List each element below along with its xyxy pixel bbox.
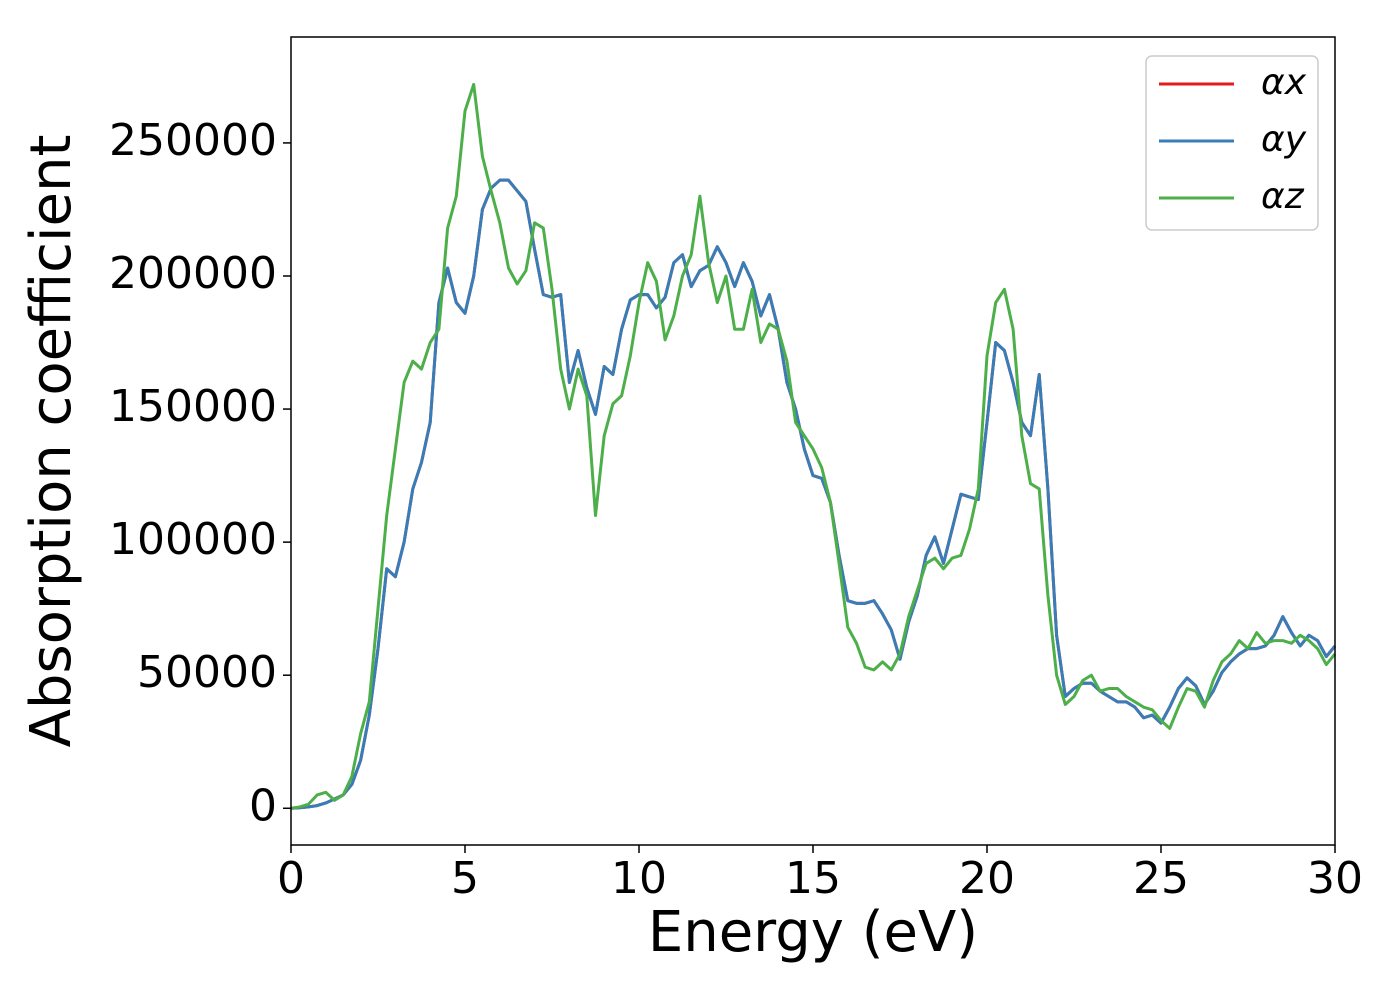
y-tick-label: 150000 (109, 381, 277, 432)
x-tick-label: 20 (959, 853, 1015, 904)
x-axis-label: Energy (eV) (648, 900, 978, 965)
y-tick-label: 100000 (109, 514, 277, 565)
x-tick-label: 5 (451, 853, 479, 904)
x-tick-label: 15 (785, 853, 841, 904)
series-line (290, 82, 1337, 810)
y-tick-label: 200000 (109, 248, 277, 299)
series-line (290, 178, 1337, 810)
y-axis-label: Absorption coefficient (19, 135, 84, 748)
x-tick-label: 10 (611, 853, 667, 904)
y-tick-label: 50000 (137, 647, 277, 698)
x-tick-label: 25 (1133, 853, 1189, 904)
legend-box (1145, 55, 1319, 231)
series-line (290, 178, 1337, 810)
y-tick-label: 250000 (109, 115, 277, 166)
y-tick-label: 0 (249, 780, 277, 831)
x-tick-label: 30 (1307, 853, 1363, 904)
legend-label: αx (1261, 62, 1307, 103)
plot-frame (290, 36, 1336, 846)
x-tick-label: 0 (277, 853, 305, 904)
legend: αx αy αz (1145, 55, 1319, 231)
legend-label: αz (1261, 176, 1305, 217)
legend-label: αy (1261, 119, 1307, 160)
